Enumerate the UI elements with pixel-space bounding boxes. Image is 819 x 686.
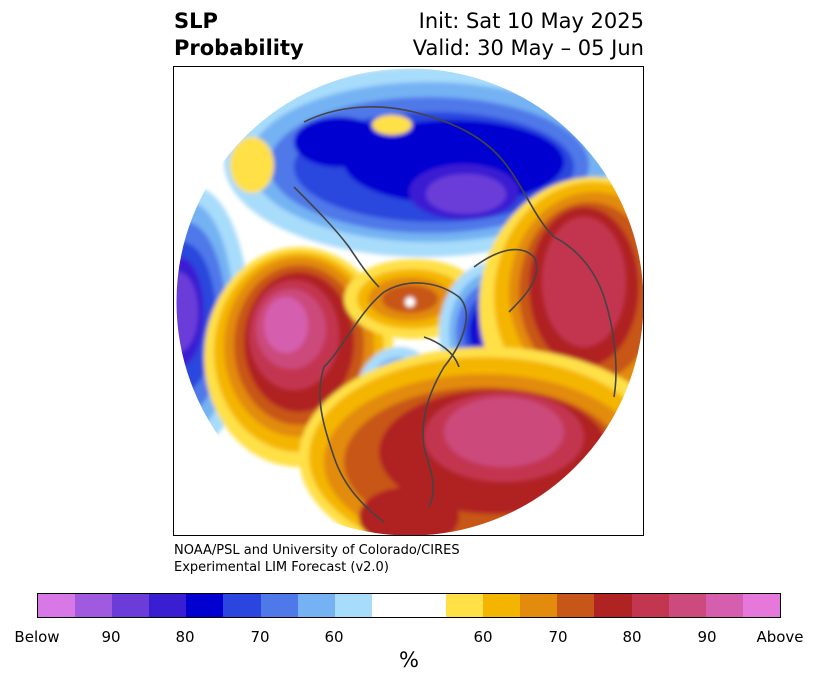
colorbar-segment — [408, 594, 447, 617]
colorbar-segment — [38, 594, 76, 617]
valid-range: Valid: 30 May – 05 Jun — [412, 36, 644, 60]
colorbar-segment — [112, 594, 150, 617]
title-product: Probability — [174, 36, 304, 60]
colorbar-segment — [149, 594, 187, 617]
colorbar-segment — [631, 594, 669, 617]
tick-label: Above — [756, 628, 804, 646]
colorbar-segment — [260, 594, 298, 617]
colorbar-segment — [334, 594, 372, 617]
colorbar — [37, 593, 781, 618]
tick-label: 60 — [324, 628, 344, 646]
colorbar-segment — [557, 594, 595, 617]
colorbar-segment — [446, 594, 484, 617]
credit: NOAA/PSL and University of Colorado/CIRE… — [174, 542, 460, 576]
title-variable: SLP — [174, 9, 218, 33]
credit-line-2: Experimental LIM Forecast (v2.0) — [174, 560, 389, 575]
colorbar-segment — [668, 594, 706, 617]
credit-line-1: NOAA/PSL and University of Colorado/CIRE… — [174, 543, 460, 558]
coastlines — [293, 106, 617, 523]
colorbar-segment — [371, 594, 409, 617]
colorbar-segment — [520, 594, 558, 617]
tick-label: 80 — [622, 628, 642, 646]
colorbar-unit: % — [399, 648, 419, 672]
tick-label: 70 — [548, 628, 568, 646]
tick-label: Below — [14, 628, 60, 646]
arctic-low-region — [224, 68, 624, 257]
tick-label: 70 — [250, 628, 270, 646]
map-panel — [173, 66, 644, 536]
colorbar-segment — [483, 594, 521, 617]
tick-label: 80 — [175, 628, 195, 646]
colorbar-segment — [223, 594, 261, 617]
tick-label: 90 — [101, 628, 121, 646]
init-date: Init: Sat 10 May 2025 — [418, 9, 644, 33]
colorbar-segment — [186, 594, 224, 617]
colorbar-segment — [594, 594, 632, 617]
probability-map — [175, 67, 643, 535]
colorbar-segment — [705, 594, 743, 617]
colorbar-segment — [297, 594, 335, 617]
title-left: SLP Probability — [174, 8, 304, 62]
colorbar-segment — [75, 594, 113, 617]
colorbar-segment — [742, 594, 780, 617]
tick-label: 60 — [473, 628, 493, 646]
tick-label: 90 — [697, 628, 717, 646]
title-right: Init: Sat 10 May 2025 Valid: 30 May – 05… — [413, 8, 644, 62]
